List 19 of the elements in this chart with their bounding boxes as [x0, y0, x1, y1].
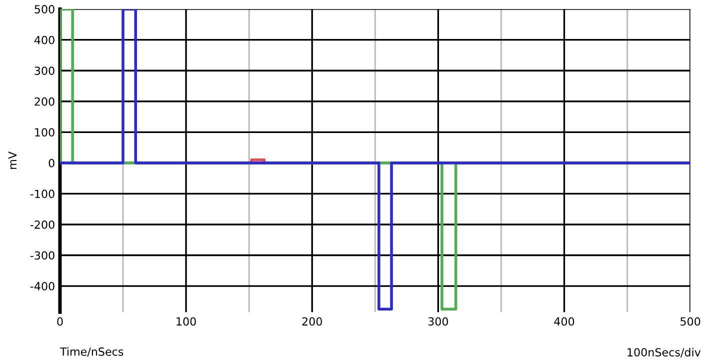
y-axis-title: mV	[8, 152, 16, 169]
y-tick-label: -100	[30, 190, 54, 198]
y-tick-label: 200	[34, 97, 54, 106]
y-tick-label: 300	[34, 66, 54, 75]
y-tick-label: -300	[30, 251, 54, 260]
text: 100nSecs/div	[628, 348, 701, 358]
y-tick-label: -200	[30, 220, 54, 229]
x-tick-label: 300	[428, 317, 448, 326]
y-tick-label: 400	[34, 36, 54, 44]
y-tick-label: -400	[30, 282, 54, 290]
y-tick-label: 0	[48, 158, 54, 168]
x-axis-title: Time/nSecs	[60, 347, 124, 357]
x-tick-label: 200	[302, 317, 322, 326]
x-tick-label: 0	[57, 317, 63, 326]
y-tick-label: 100	[35, 128, 54, 137]
y-tick-label: 500	[34, 5, 54, 14]
x-tick-label: 100	[176, 317, 196, 326]
x-tick-label: 400	[554, 317, 574, 326]
x-tick-label: 500	[680, 317, 700, 326]
